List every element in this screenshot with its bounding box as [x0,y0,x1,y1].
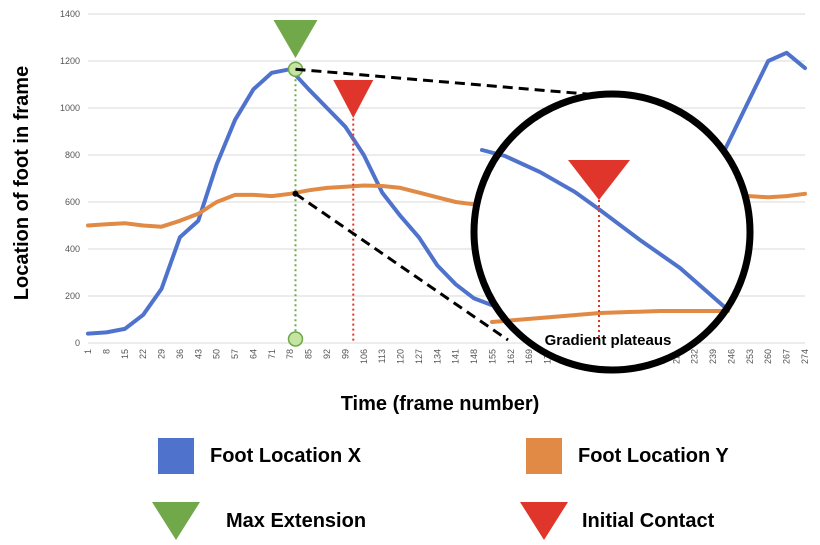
legend-item-initial-contact: Initial Contact [520,502,714,540]
x-tick-label-37: 260 [763,349,773,364]
x-tick-label-8: 57 [230,349,240,359]
y-tick-label-7: 1400 [60,9,80,19]
y-tick-label-6: 1200 [60,56,80,66]
max-extension-triangle [273,20,318,58]
x-tick-label-15: 106 [359,349,369,364]
x-tick-label-7: 50 [212,349,222,359]
x-tick-label-38: 267 [782,349,792,364]
legend-label-foot-x: Foot Location X [210,444,362,467]
legend-label-max-extension: Max Extension [226,509,367,532]
x-tick-label-6: 43 [193,349,203,359]
x-tick-label-5: 36 [175,349,185,359]
chart: 0 200 400 600 800 1000 1200 1400 1 8 15 22 29 36 43 50… [11,9,810,415]
y-tick-label-2: 400 [65,244,80,254]
x-tick-label-33: 232 [690,349,700,364]
orange-swatch-icon [526,438,562,474]
x-tick-label-2: 15 [120,349,130,359]
x-tick-label-12: 85 [304,349,314,359]
green-triangle-icon [152,502,200,540]
x-tick-label-13: 92 [322,349,332,359]
x-tick-label-17: 120 [396,349,406,364]
x-tick-label-35: 246 [726,349,736,364]
x-tick-label-20: 141 [451,349,461,364]
annotation-gradient-plateaus: Gradient plateaus [545,332,672,349]
x-tick-label-1: 8 [101,349,111,354]
magnifier-ring [470,90,754,374]
legend-item-max-extension: Max Extension [152,502,366,540]
y-tick-labels: 0 200 400 600 800 1000 1200 1400 [60,9,80,348]
max-extension-point-bottom [287,331,304,347]
x-tick-label-23: 162 [506,349,516,364]
x-tick-label-34: 239 [708,349,718,364]
zoom-guide-bottom [294,192,509,342]
x-tick-label-3: 22 [138,349,148,359]
magnifier-fill [474,94,750,370]
magnifier: Gradient plateaus [294,67,754,374]
x-tick-label-24: 169 [524,349,534,364]
x-tick-label-39: 274 [800,349,810,364]
zoomed-series-y [490,309,730,324]
zoom-guide-top [295,67,599,97]
x-tick-label-22: 155 [487,349,497,364]
x-tick-label-4: 29 [157,349,167,359]
x-tick-label-0: 1 [83,349,93,354]
red-triangle-icon [520,502,568,540]
x-tick-label-11: 78 [285,349,295,359]
legend-label-initial-contact: Initial Contact [582,509,715,532]
legend-item-foot-y: Foot Location Y [526,438,729,474]
legend-label-foot-y: Foot Location Y [578,444,729,467]
y-tick-label-1: 200 [65,291,80,301]
legend-item-foot-x: Foot Location X [158,438,361,474]
zoomed-series-x [480,148,730,312]
blue-swatch-icon [158,438,194,474]
marker-lines [273,20,374,347]
y-tick-label-3: 600 [65,197,80,207]
x-tick-labels: 1 8 15 22 29 36 43 50 57 64 71 78 85 92 99 106 113 120 127… [83,349,810,364]
y-tick-label-4: 800 [65,150,80,160]
y-axis-title: Location of foot in frame [11,66,33,300]
x-tick-label-36: 253 [745,349,755,364]
legend: Foot Location X Foot Location Y Max Exte… [0,430,820,545]
y-tick-label-0: 0 [75,338,80,348]
y-tick-label-5: 1000 [60,103,80,113]
zoomed-contact-triangle [568,160,630,200]
gridlines [88,13,805,344]
x-tick-label-10: 71 [267,349,277,359]
x-axis-title: Time (frame number) [341,393,540,415]
x-tick-label-21: 148 [469,349,479,364]
x-tick-label-14: 99 [340,349,350,359]
x-tick-label-9: 64 [248,349,258,359]
x-tick-label-19: 134 [432,349,442,364]
x-tick-label-18: 127 [414,349,424,364]
initial-contact-triangle [333,80,374,118]
x-tick-label-16: 113 [377,349,387,363]
